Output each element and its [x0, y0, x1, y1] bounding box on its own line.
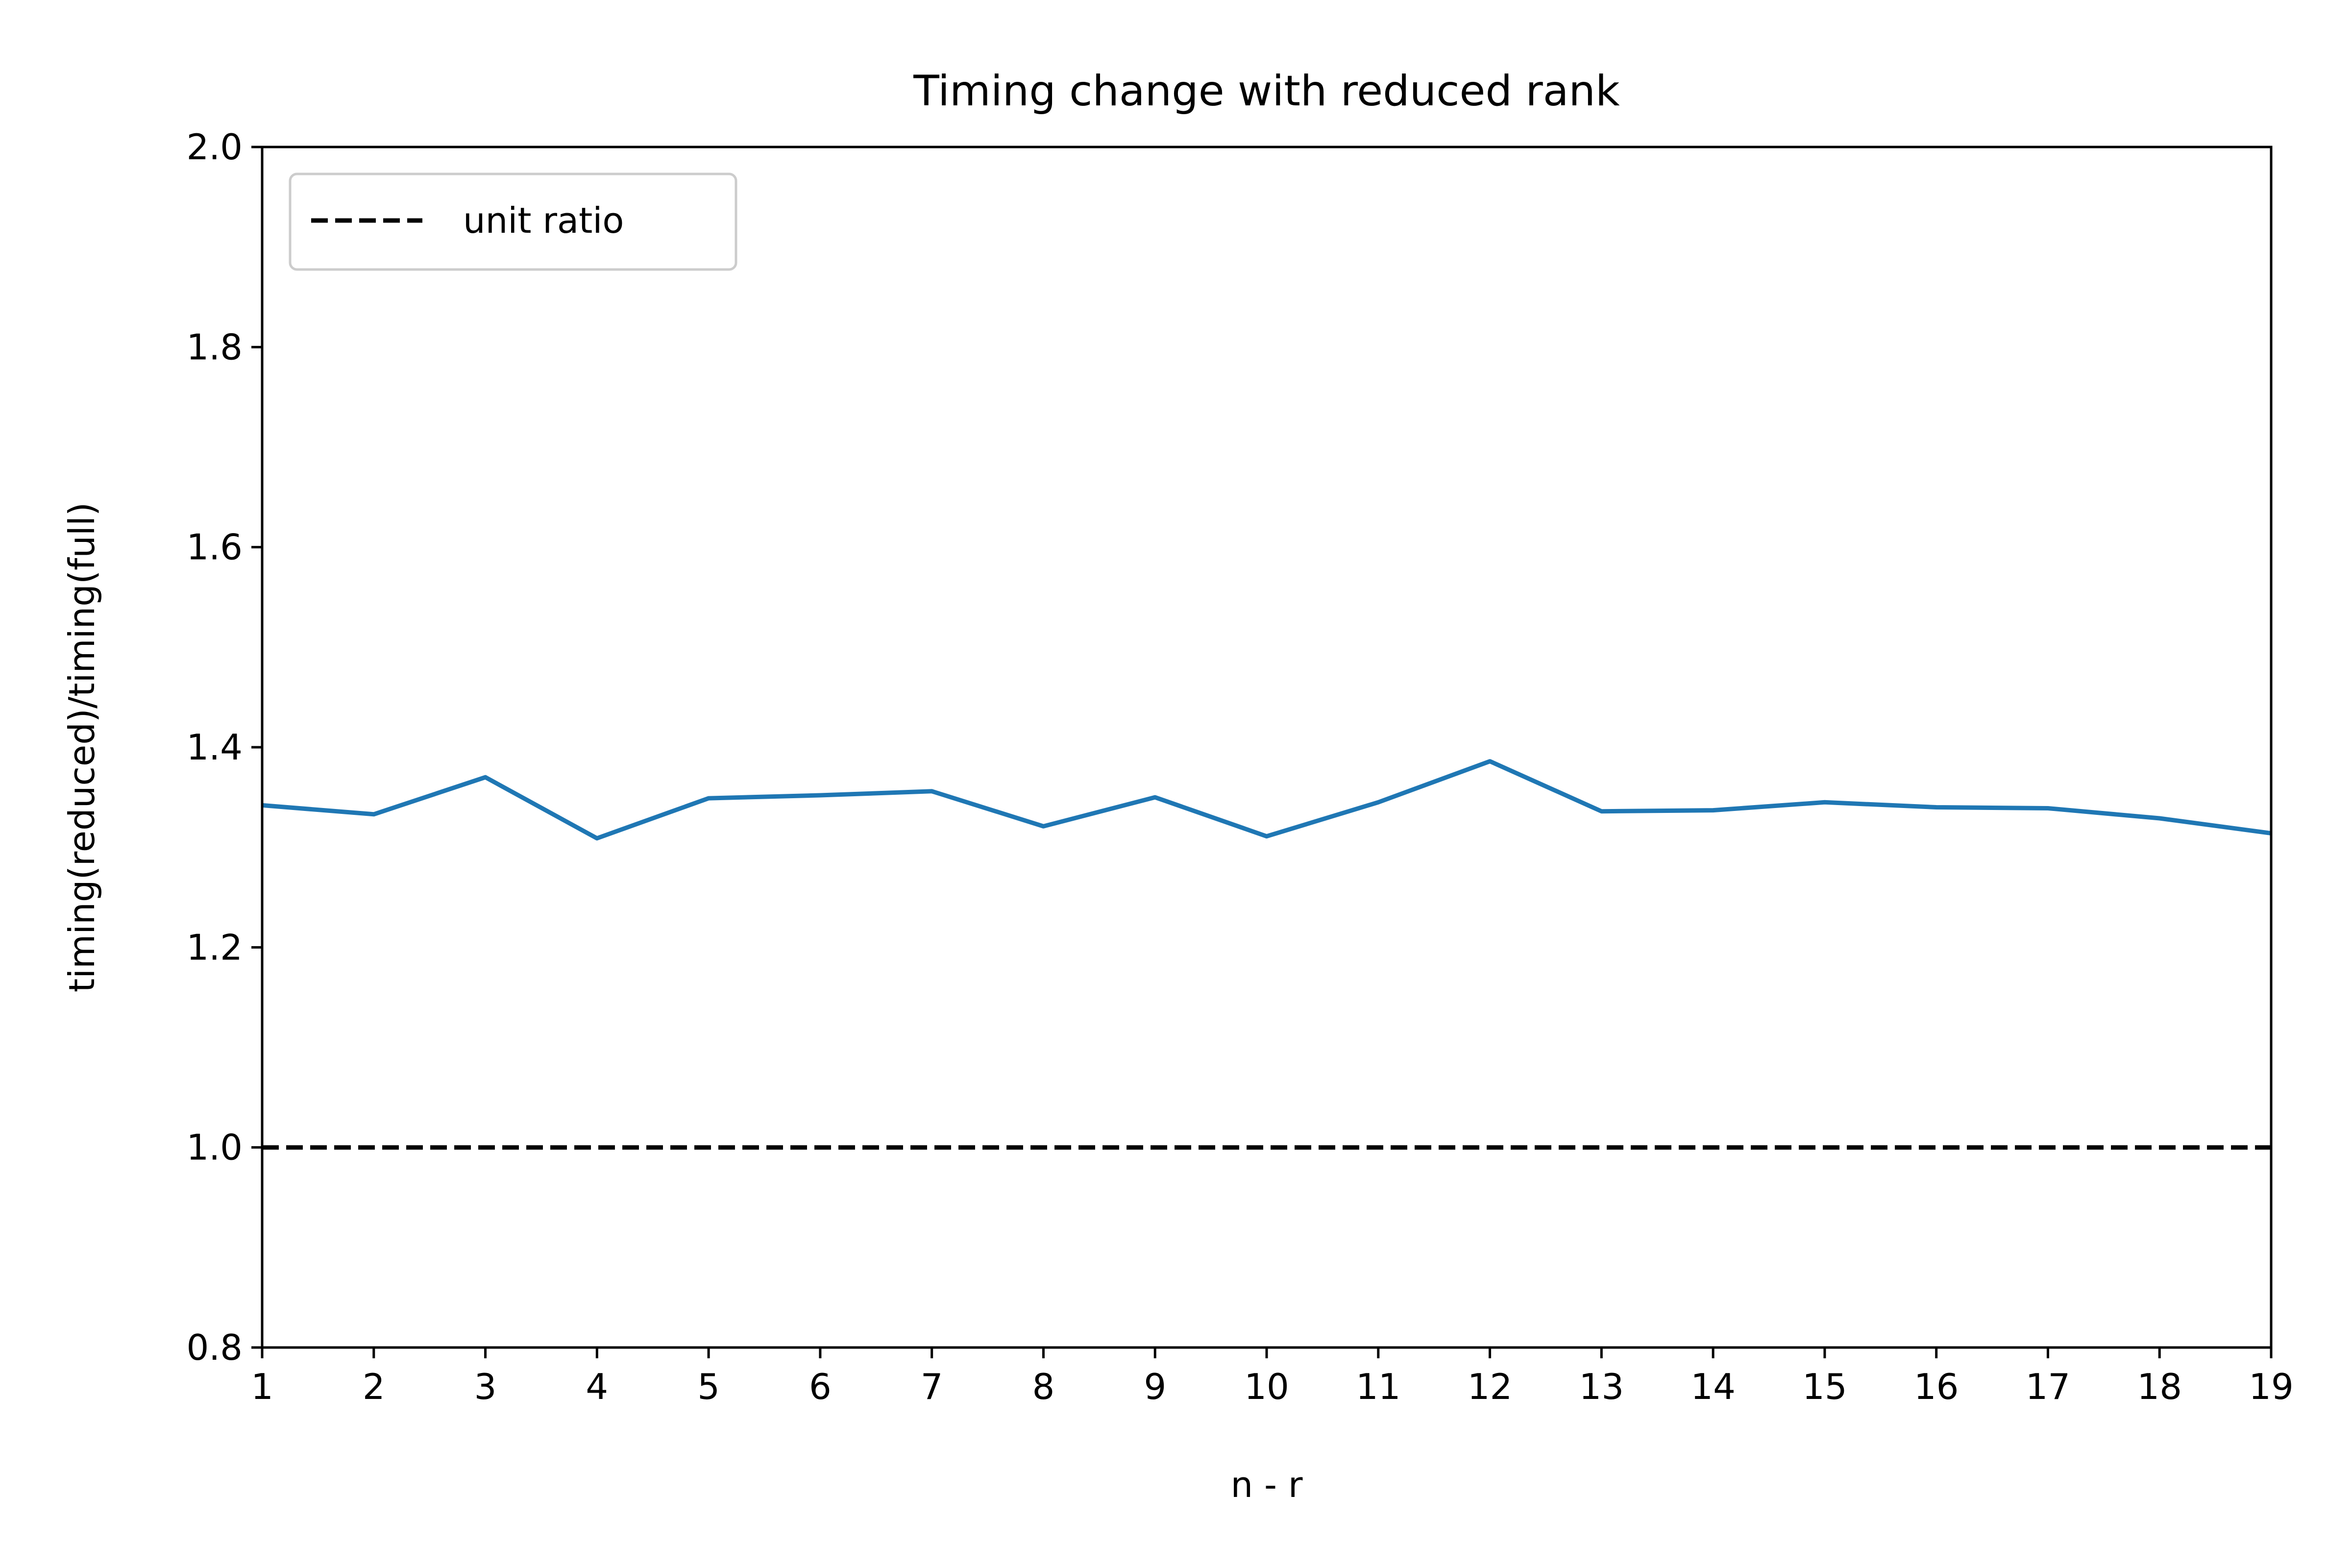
- x-tick-label: 5: [697, 1366, 720, 1407]
- x-tick-label: 3: [474, 1366, 497, 1407]
- y-tick-label: 0.8: [186, 1327, 243, 1368]
- x-tick-label: 17: [2026, 1366, 2071, 1407]
- timing-ratio-point: [708, 798, 710, 799]
- timing-ratio-point: [373, 813, 374, 815]
- timing-ratio-point: [485, 777, 486, 778]
- legend-box: [289, 172, 737, 271]
- timing-ratio-point: [2159, 817, 2160, 819]
- timing-ratio-point: [1601, 810, 1602, 812]
- timing-ratio-point: [1377, 802, 1379, 803]
- x-tick-label: 12: [1468, 1366, 1513, 1407]
- timing-ratio-point: [596, 837, 598, 839]
- x-tick-label: 14: [1690, 1366, 1736, 1407]
- x-tick-label: 6: [809, 1366, 832, 1407]
- x-tick-label: 7: [921, 1366, 943, 1407]
- legend-label-unit-ratio: unit ratio: [463, 200, 624, 241]
- timing-ratio-point: [931, 790, 932, 792]
- y-tick-label: 1.6: [186, 527, 243, 568]
- timing-ratio-point: [2047, 808, 2049, 809]
- chart-title: Timing change with reduced rank: [913, 67, 1620, 116]
- x-tick-label: 2: [363, 1366, 385, 1407]
- x-tick-label: 13: [1579, 1366, 1624, 1407]
- y-tick-label: 2.0: [186, 126, 243, 168]
- x-axis-label: n - r: [1231, 1464, 1303, 1505]
- x-axis: 1 2 3 4 5 6 7 8 9 10 11 12 13 14 15 16 17 18 19: [251, 1348, 2294, 1407]
- timing-ratio-point: [819, 795, 821, 796]
- x-tick-label: 15: [1802, 1366, 1847, 1407]
- y-tick-label: 1.2: [186, 927, 243, 968]
- timing-ratio-point: [1043, 826, 1044, 827]
- x-tick-label: 1: [251, 1366, 273, 1407]
- x-tick-label: 16: [1914, 1366, 1959, 1407]
- y-axis-label: timing(reduced)/timing(full): [61, 502, 102, 992]
- timing-ratio-point: [1489, 760, 1491, 762]
- y-tick-label: 1.8: [186, 326, 243, 368]
- plot-area: [261, 146, 2273, 1349]
- y-tick-label: 1.4: [186, 727, 243, 768]
- x-tick-label: 10: [1244, 1366, 1289, 1407]
- timing-ratio-point: [1824, 802, 1825, 803]
- x-tick-label: 18: [2137, 1366, 2182, 1407]
- plot-background: [262, 147, 2271, 1348]
- x-tick-label: 9: [1144, 1366, 1166, 1407]
- x-tick-label: 8: [1032, 1366, 1055, 1407]
- x-tick-label: 4: [586, 1366, 608, 1407]
- y-axis: 0.8 1.0 1.2 1.4 1.6 1.8 2.0: [186, 126, 262, 1368]
- timing-ratio-point: [1266, 835, 1267, 837]
- y-tick-label: 1.0: [186, 1127, 243, 1168]
- x-tick-label: 19: [2249, 1366, 2294, 1407]
- timing-ratio-point: [1154, 797, 1156, 798]
- legend: unit ratio: [289, 172, 737, 271]
- x-tick-label: 11: [1356, 1366, 1401, 1407]
- timing-ratio-point: [1713, 809, 1714, 811]
- timing-ratio-point: [1936, 807, 1937, 808]
